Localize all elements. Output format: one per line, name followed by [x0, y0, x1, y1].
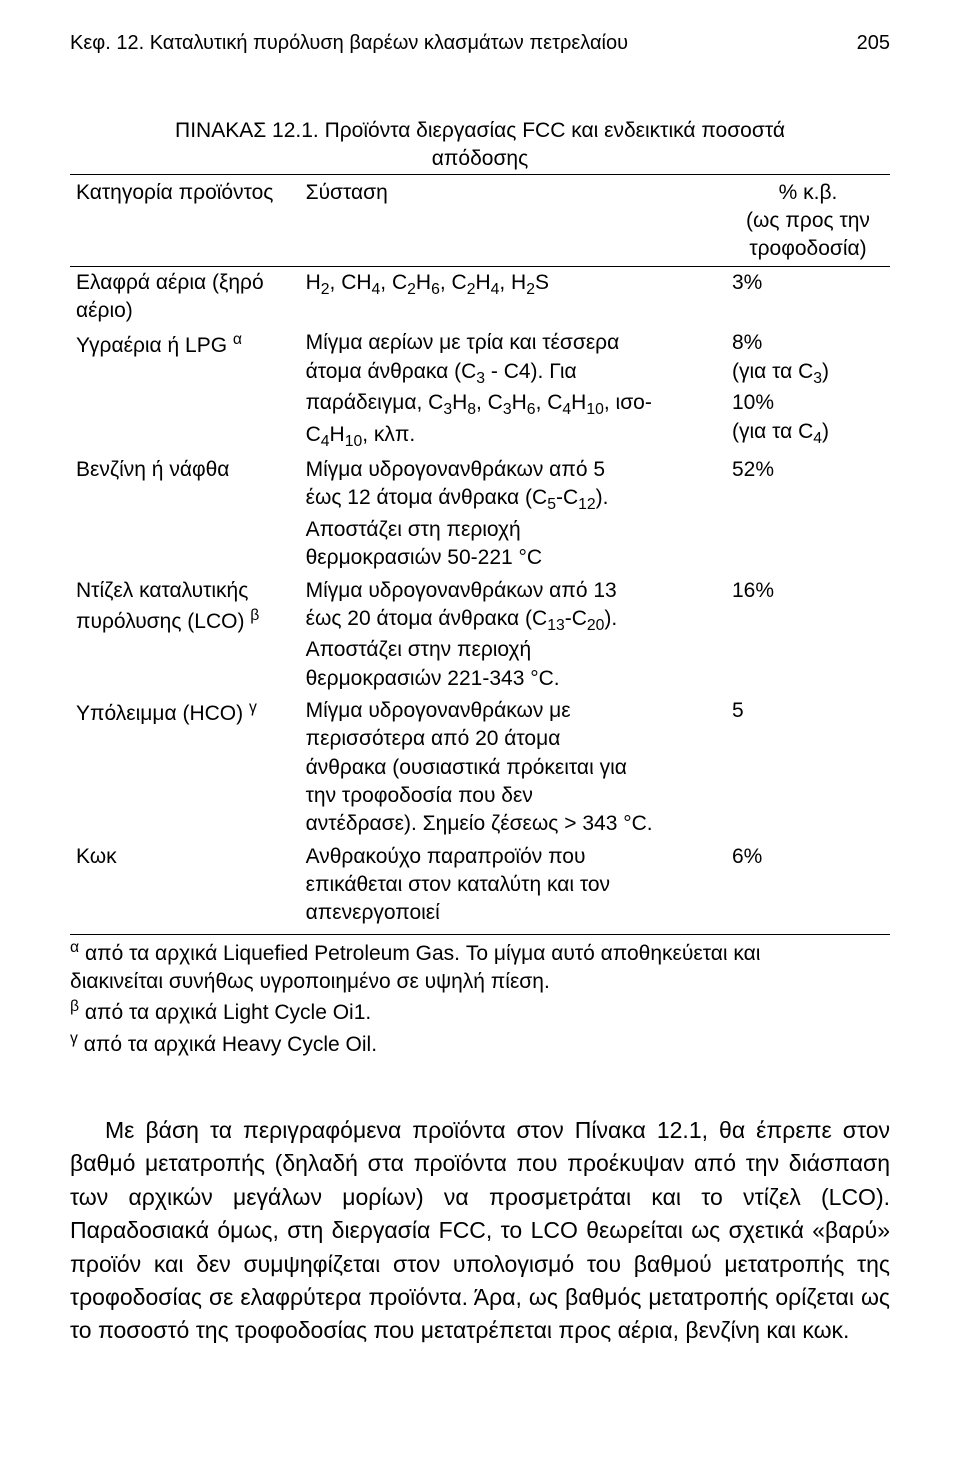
- text: αέριο): [76, 299, 133, 322]
- text: Ντίζελ καταλυτικής: [76, 579, 248, 602]
- text: απενεργοποιεί: [306, 901, 440, 924]
- cell-category: Υπόλειμμα (HCO) γ: [70, 695, 300, 841]
- header-pct-l2: (ως προς την: [746, 209, 870, 232]
- cell-percent: 8% (για τα C3) 10% (για τα C4): [726, 327, 890, 454]
- table-footnotes: α από τα αρχικά Liquefied Petroleum Gas.…: [70, 934, 890, 1059]
- fcc-products-table: Κατηγορία προϊόντος Σύσταση % κ.β. (ως π…: [70, 177, 890, 930]
- footnote-c: από τα αρχικά Heavy Cycle Oil.: [78, 1033, 377, 1056]
- header-pct-l1: % κ.β.: [779, 181, 838, 204]
- footnote-a-l1: από τα αρχικά Liquefied Petroleum Gas. Τ…: [79, 942, 760, 965]
- header-page-number: 205: [857, 30, 890, 57]
- header-composition: Σύσταση: [300, 177, 726, 267]
- table-row: Ελαφρά αέρια (ξηρό αέριο) H2, CH4, C2H6,…: [70, 266, 890, 327]
- page: Κεφ. 12. Καταλυτική πυρόλυση βαρέων κλασ…: [0, 0, 960, 1411]
- cell-category: Ντίζελ καταλυτικής πυρόλυσης (LCO) β: [70, 575, 300, 695]
- cell-composition: H2, CH4, C2H6, C2H4, H2S: [300, 266, 726, 327]
- header-percent: % κ.β. (ως προς την τροφοδοσία): [726, 177, 890, 267]
- footnote-a-l2: διακινείται συνήθως υγροποιημένο σε υψηλ…: [70, 970, 550, 993]
- cell-category: Κωκ: [70, 841, 300, 930]
- table-row: Υγραέρια ή LPG α Μίγμα αερίων με τρία κα…: [70, 327, 890, 454]
- header-category: Κατηγορία προϊόντος: [70, 177, 300, 267]
- cell-percent: 52%: [726, 454, 890, 574]
- header-chapter: Κεφ. 12. Καταλυτική πυρόλυση βαρέων κλασ…: [70, 30, 628, 57]
- text: Ανθρακούχο παραπροϊόν που: [306, 845, 586, 868]
- cell-percent: 5: [726, 695, 890, 841]
- cell-category: Βενζίνη ή νάφθα: [70, 454, 300, 574]
- cell-composition: Μίγμα υδρογονανθράκων από 13 έως 20 άτομ…: [300, 575, 726, 695]
- cell-composition: Ανθρακούχο παραπροϊόν που επικάθεται στο…: [300, 841, 726, 930]
- cell-composition: Μίγμα υδρογονανθράκων με περισσότερα από…: [300, 695, 726, 841]
- cell-percent: 3%: [726, 266, 890, 327]
- text: 10%: [732, 391, 774, 414]
- cell-percent: 16%: [726, 575, 890, 695]
- table-row: Υπόλειμμα (HCO) γ Μίγμα υδρογονανθράκων …: [70, 695, 890, 841]
- table-title-line1: ΠΙΝΑΚΑΣ 12.1. Προϊόντα διεργασίας FCC κα…: [175, 119, 785, 142]
- cell-category: Ελαφρά αέρια (ξηρό αέριο): [70, 266, 300, 327]
- text: Ελαφρά αέρια (ξηρό: [76, 271, 264, 294]
- table-header-row: Κατηγορία προϊόντος Σύσταση % κ.β. (ως π…: [70, 177, 890, 267]
- text: 8%: [732, 331, 762, 354]
- cell-percent: 6%: [726, 841, 890, 930]
- table-row: Βενζίνη ή νάφθα Μίγμα υδρογονανθράκων απ…: [70, 454, 890, 574]
- cell-composition: Μίγμα αερίων με τρία και τέσσερα άτομα ά…: [300, 327, 726, 454]
- body-paragraph: Με βάση τα περιγραφόμενα προϊόντα στον Π…: [70, 1114, 890, 1347]
- cell-composition: Μίγμα υδρογονανθράκων από 5 έως 12 άτομα…: [300, 454, 726, 574]
- table-row: Ντίζελ καταλυτικής πυρόλυσης (LCO) β Μίγ…: [70, 575, 890, 695]
- header-pct-l3: τροφοδοσία): [749, 237, 866, 260]
- text: επικάθεται στον καταλύτη και τον: [306, 873, 610, 896]
- footnote-b: από τα αρχικά Light Cycle Oi1.: [79, 1001, 371, 1024]
- table-title: ΠΙΝΑΚΑΣ 12.1. Προϊόντα διεργασίας FCC κα…: [70, 117, 890, 175]
- cell-category: Υγραέρια ή LPG α: [70, 327, 300, 454]
- table-row: Κωκ Ανθρακούχο παραπροϊόν που επικάθεται…: [70, 841, 890, 930]
- page-header: Κεφ. 12. Καταλυτική πυρόλυση βαρέων κλασ…: [70, 30, 890, 57]
- table-title-line2: απόδοσης: [432, 147, 528, 170]
